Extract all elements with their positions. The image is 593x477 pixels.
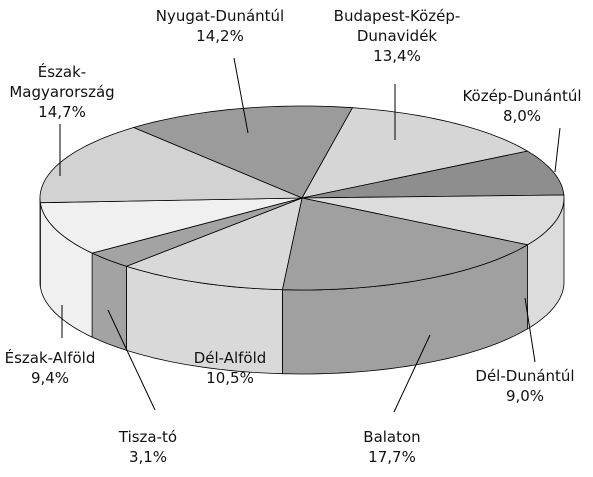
slice — [301, 107, 528, 199]
slice-label: Közép-Dunántúl 8,0% — [437, 86, 593, 126]
slice — [39, 127, 303, 204]
slice-label: Észak-Magyarország 14,7% — [6, 62, 118, 122]
slice — [282, 197, 528, 291]
category-label: Dél-Alföld — [193, 349, 267, 367]
leader-line — [233, 57, 249, 134]
value-label: 9,4% — [30, 369, 70, 387]
value-label: 14,7% — [38, 103, 86, 121]
category-label: Észak-Magyarország — [9, 63, 115, 101]
slice — [126, 197, 303, 291]
value-label: 9,0% — [505, 387, 545, 405]
slice-label: Dél-Dunántúl 9,0% — [450, 366, 593, 406]
slice — [301, 194, 565, 246]
leader-line — [554, 127, 561, 173]
category-label: Észak-Alföld — [4, 349, 96, 367]
leader-line — [393, 334, 431, 413]
value-label: 8,0% — [502, 107, 542, 125]
slice-label: Tisza-tó 3,1% — [98, 427, 198, 467]
slice — [91, 197, 303, 267]
slice-label: Budapest-Közép-Dunavidék 13,4% — [332, 6, 462, 66]
slice — [133, 105, 353, 199]
category-label: Dél-Dunántúl — [475, 367, 575, 385]
slice-label: Észak-Alföld 9,4% — [0, 348, 105, 388]
value-label: 3,1% — [128, 448, 168, 466]
slice-label: Nyugat-Dunántúl 14,2% — [135, 6, 305, 46]
slice-label: Balaton 17,7% — [332, 427, 452, 467]
leader-line — [524, 297, 536, 363]
leader-line — [107, 309, 156, 411]
category-label: Közép-Dunántúl — [462, 87, 582, 105]
slice-side — [91, 252, 127, 351]
value-label: 17,7% — [368, 448, 416, 466]
slice-label: Dél-Alföld 10,5% — [170, 348, 290, 388]
value-label: 10,5% — [206, 369, 254, 387]
value-label: 13,4% — [373, 47, 421, 65]
category-label: Tisza-tó — [118, 428, 178, 446]
slice — [301, 150, 565, 199]
value-label: 14,2% — [196, 27, 244, 45]
category-label: Budapest-Közép-Dunavidék — [333, 7, 461, 45]
category-label: Nyugat-Dunántúl — [155, 7, 285, 25]
category-label: Balaton — [363, 428, 421, 446]
slice — [39, 197, 303, 254]
